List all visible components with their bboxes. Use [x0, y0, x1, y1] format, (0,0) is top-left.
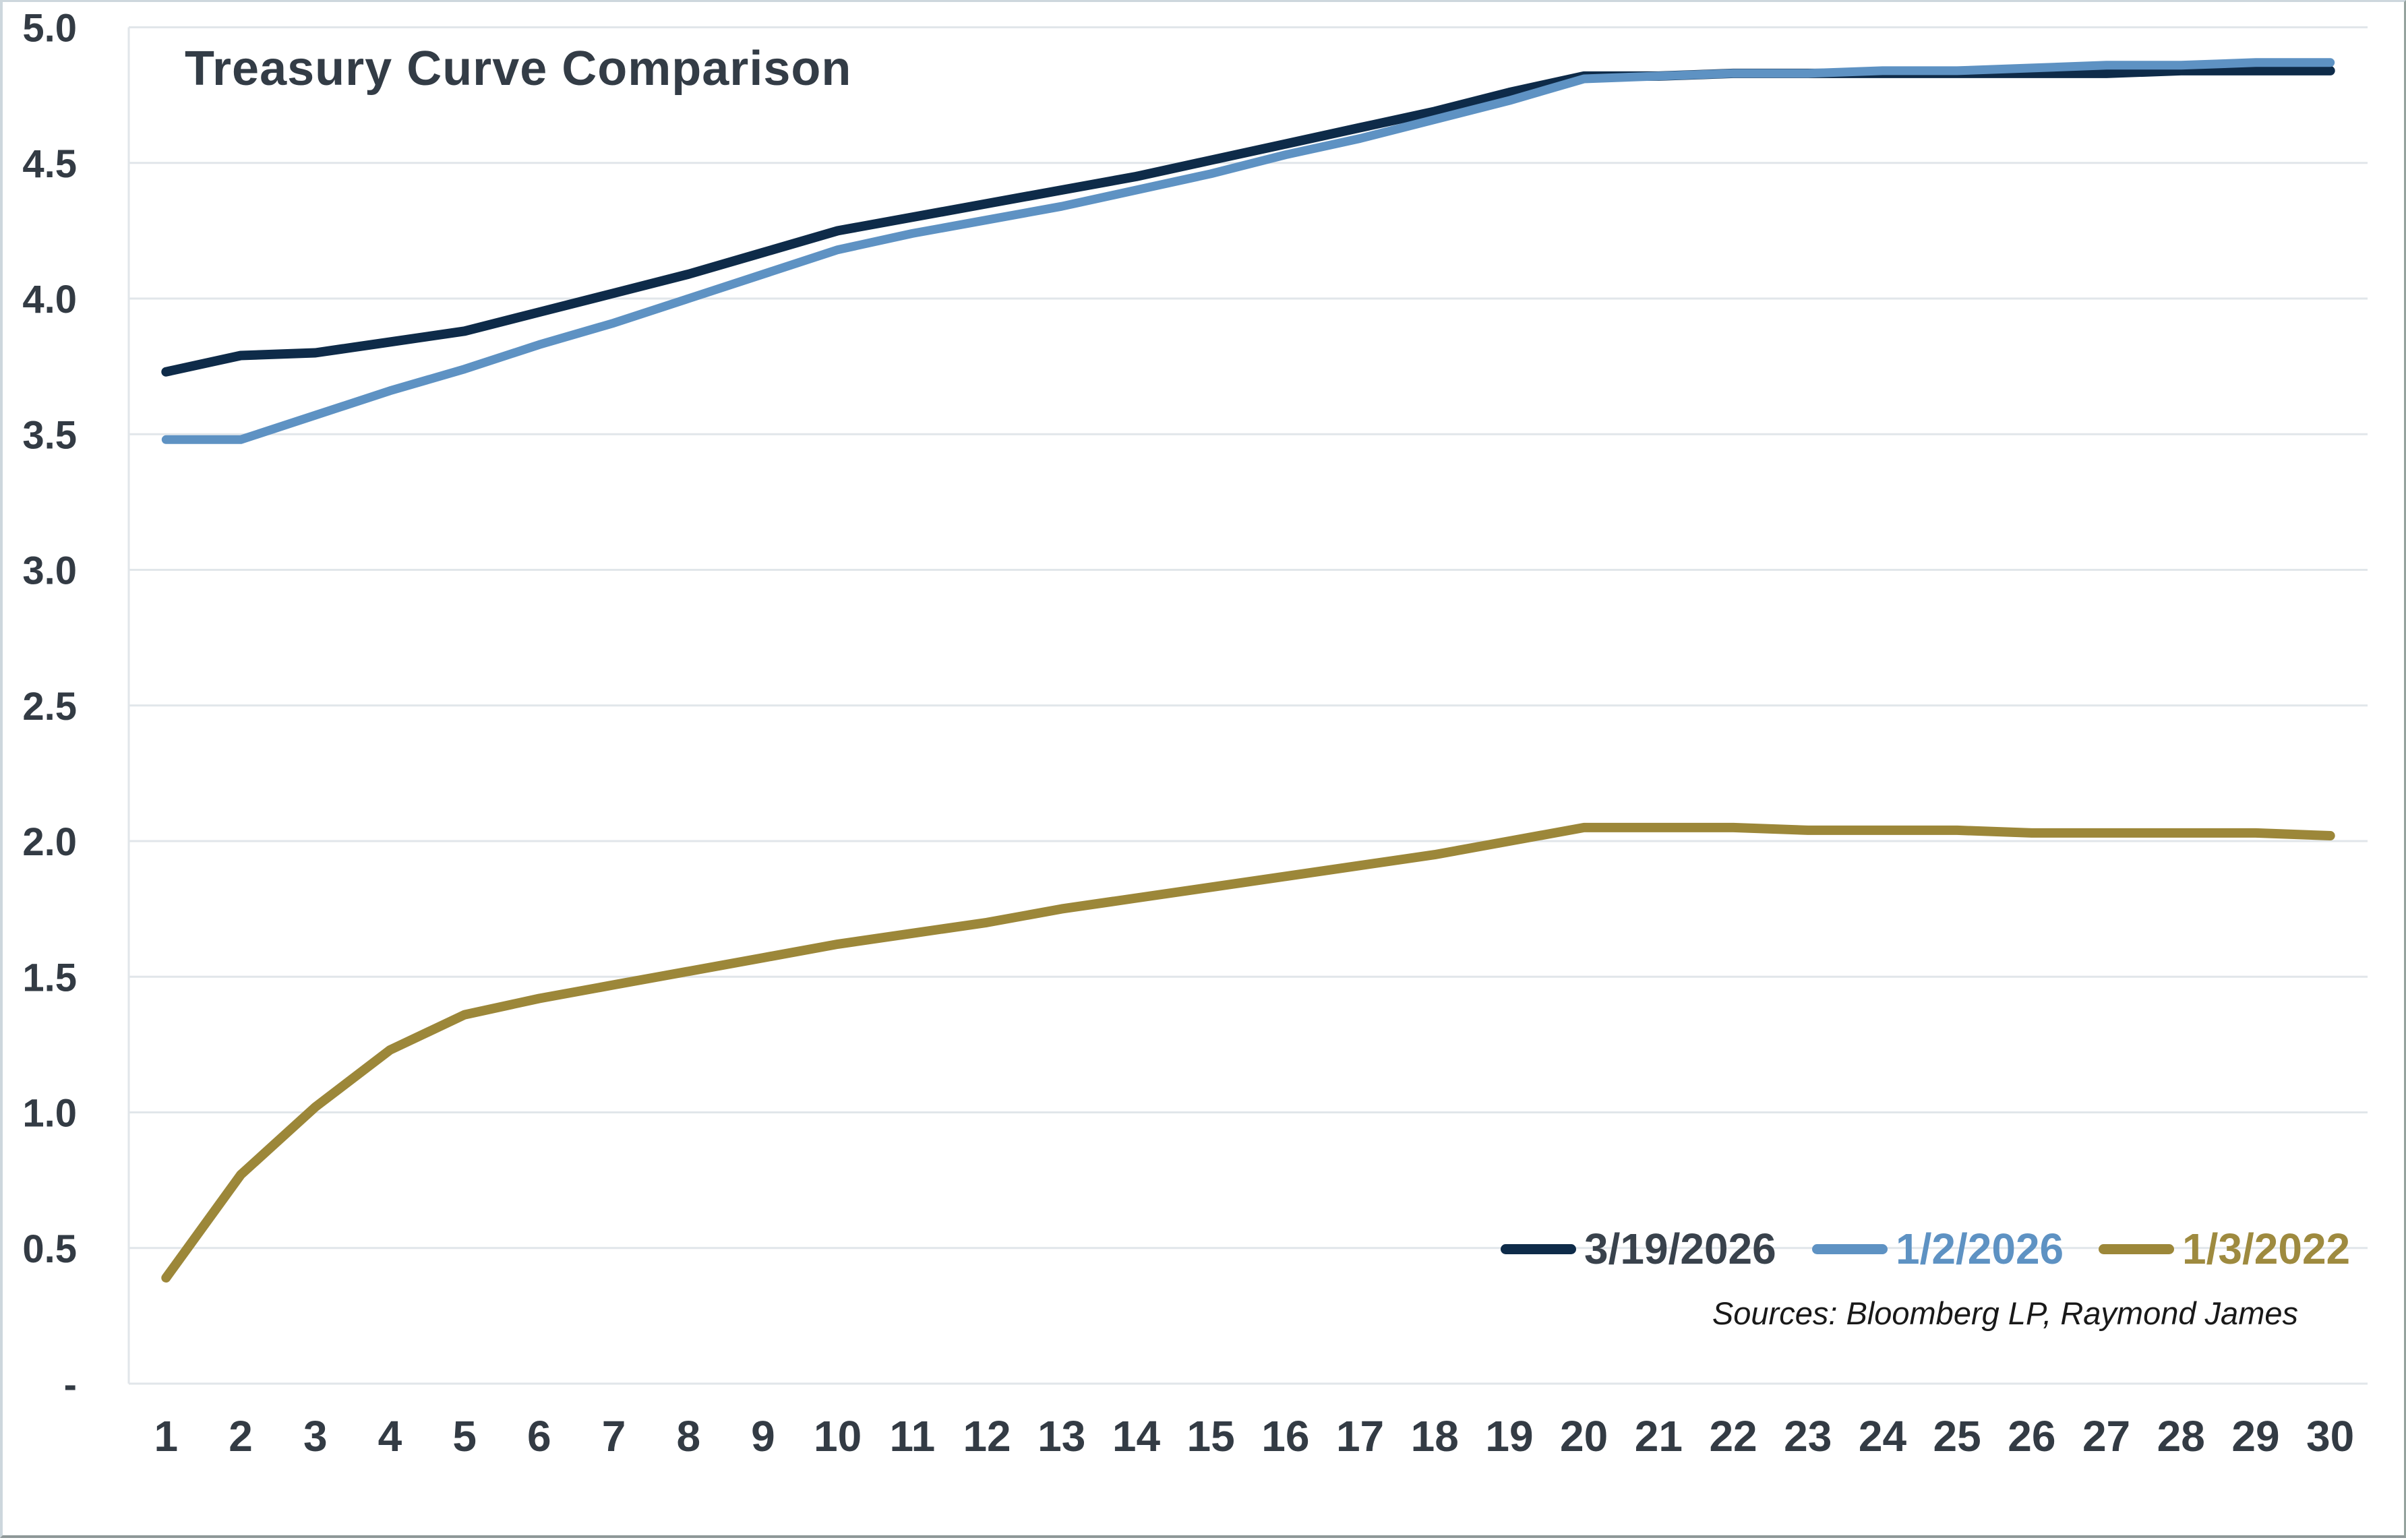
x-tick-label-11: 11 [890, 1412, 936, 1460]
x-tick-label-8: 8 [676, 1412, 700, 1460]
y-tick-label-2.0: 2.0 [22, 820, 77, 864]
x-tick-label-29: 29 [2231, 1412, 2279, 1460]
x-tick-label-14: 14 [1112, 1412, 1161, 1460]
y-tick-label-2.5: 2.5 [22, 685, 77, 729]
legend-item-3-19-2026: 3/19/2026 [1501, 1227, 1776, 1270]
x-tick-label-9: 9 [751, 1412, 775, 1460]
x-tick-label-18: 18 [1411, 1412, 1459, 1460]
x-tick-label-23: 23 [1784, 1412, 1832, 1460]
treasury-curve-chart: 5.04.54.03.53.02.52.01.51.00.5-1 2 3 4 5 6 7 8 9… [22, 7, 2368, 1460]
y-tick-label-3.5: 3.5 [22, 413, 77, 457]
legend-label-1-2-2026: 1/2/2026 [1896, 1225, 2064, 1273]
legend-item-1-2-2026: 1/2/2026 [1812, 1227, 2064, 1270]
x-tick-label-12: 12 [963, 1412, 1011, 1460]
x-tick-label-16: 16 [1261, 1412, 1309, 1460]
y-tick-label-4.5: 4.5 [22, 142, 77, 186]
legend-swatch-3-19-2026 [1501, 1243, 1576, 1254]
x-tick-label-19: 19 [1485, 1412, 1533, 1460]
x-tick-label-25: 25 [1933, 1412, 1981, 1460]
legend-swatch-1-2-2026 [1812, 1243, 1888, 1254]
legend-item-1-3-2022: 1/3/2022 [2099, 1227, 2350, 1270]
y-tick-label-1.5: 1.5 [22, 956, 77, 999]
x-tick-label-21: 21 [1635, 1412, 1683, 1460]
x-tick-label-27: 27 [2082, 1412, 2130, 1460]
x-tick-label-17: 17 [1336, 1412, 1384, 1460]
x-tick-label-3: 3 [303, 1412, 328, 1460]
source-note: Sources: Bloomberg LP, Raymond James [1712, 1295, 2298, 1331]
y-tick-label-3.0: 3.0 [22, 549, 77, 593]
x-tick-label-26: 26 [2008, 1412, 2055, 1460]
y-tick-label-4.0: 4.0 [22, 278, 77, 321]
series-line-1-2-2026 [161, 58, 2335, 444]
x-tick-label-10: 10 [814, 1412, 862, 1460]
y-tick-label-1.0: 1.0 [22, 1092, 77, 1136]
legend-swatch-1-3-2022 [2099, 1243, 2174, 1254]
chart-title: Treasury Curve Comparison [185, 42, 852, 96]
x-tick-label-4: 4 [378, 1412, 402, 1460]
series-line-1-3-2022 [161, 822, 2335, 1283]
x-tick-label-22: 22 [1709, 1412, 1757, 1460]
x-tick-label-7: 7 [602, 1412, 626, 1460]
x-tick-label-5: 5 [452, 1412, 477, 1460]
x-tick-label-1: 1 [154, 1412, 179, 1460]
x-tick-label-2: 2 [229, 1412, 253, 1460]
y-tick-label--: - [64, 1363, 77, 1407]
series-line-3-19-2026 [161, 65, 2335, 377]
chart-legend: 3/19/2026 1/2/2026 1/3/2022 [1486, 1215, 2362, 1270]
x-tick-label-13: 13 [1037, 1412, 1085, 1460]
x-tick-label-6: 6 [527, 1412, 551, 1460]
x-tick-label-20: 20 [1560, 1412, 1608, 1460]
x-tick-label-24: 24 [1859, 1412, 1907, 1460]
y-tick-label-0.5: 0.5 [22, 1227, 77, 1271]
x-tick-label-30: 30 [2306, 1412, 2354, 1460]
legend-label-3-19-2026: 3/19/2026 [1584, 1225, 1776, 1273]
legend-label-1-3-2022: 1/3/2022 [2182, 1225, 2351, 1273]
x-tick-label-28: 28 [2157, 1412, 2205, 1460]
x-tick-label-15: 15 [1187, 1412, 1235, 1460]
y-tick-label-5.0: 5.0 [22, 7, 77, 51]
